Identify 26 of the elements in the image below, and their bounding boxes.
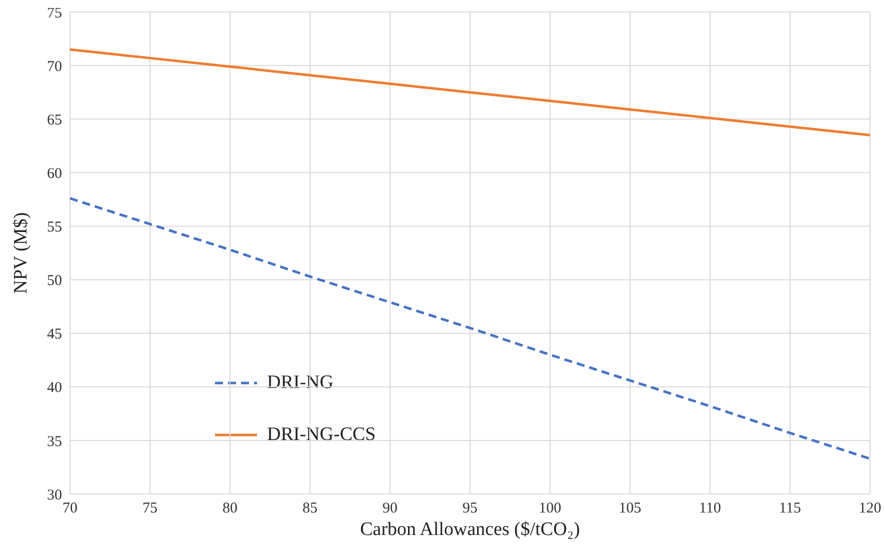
y-tick-label: 65 (47, 112, 62, 128)
x-tick-label: 100 (538, 500, 562, 517)
x-tick-label: 110 (699, 500, 721, 517)
x-tick-label: 105 (618, 500, 642, 517)
y-tick-label: 45 (47, 326, 62, 343)
x-axis-title: Carbon Allowances ($/tCO₂) (360, 519, 580, 540)
y-tick-label: 40 (47, 380, 62, 396)
line-series (70, 197, 870, 460)
x-tick-label: 70 (62, 500, 78, 517)
x-tick-label: 95 (462, 500, 478, 517)
legend-label: DRI-NG (267, 372, 334, 394)
y-tick-label: 50 (47, 273, 62, 290)
y-tick-label: 30 (47, 487, 62, 504)
x-tick-label: 80 (222, 500, 238, 517)
y-axis-title: NPV (M$) (10, 212, 32, 294)
x-tick-label: 120 (858, 500, 882, 517)
y-tick-label: 70 (47, 58, 62, 75)
x-tick-label: 75 (142, 500, 158, 517)
y-tick-label: 60 (47, 166, 62, 182)
x-tick-label: 85 (302, 500, 318, 517)
legend-label: DRI-NG-CCS (267, 424, 376, 446)
x-tick-label: 90 (382, 500, 398, 517)
line-series (70, 48, 870, 136)
y-tick-label: 35 (47, 434, 62, 450)
y-tick-label: 55 (47, 220, 62, 236)
x-tick-label: 115 (779, 500, 801, 517)
